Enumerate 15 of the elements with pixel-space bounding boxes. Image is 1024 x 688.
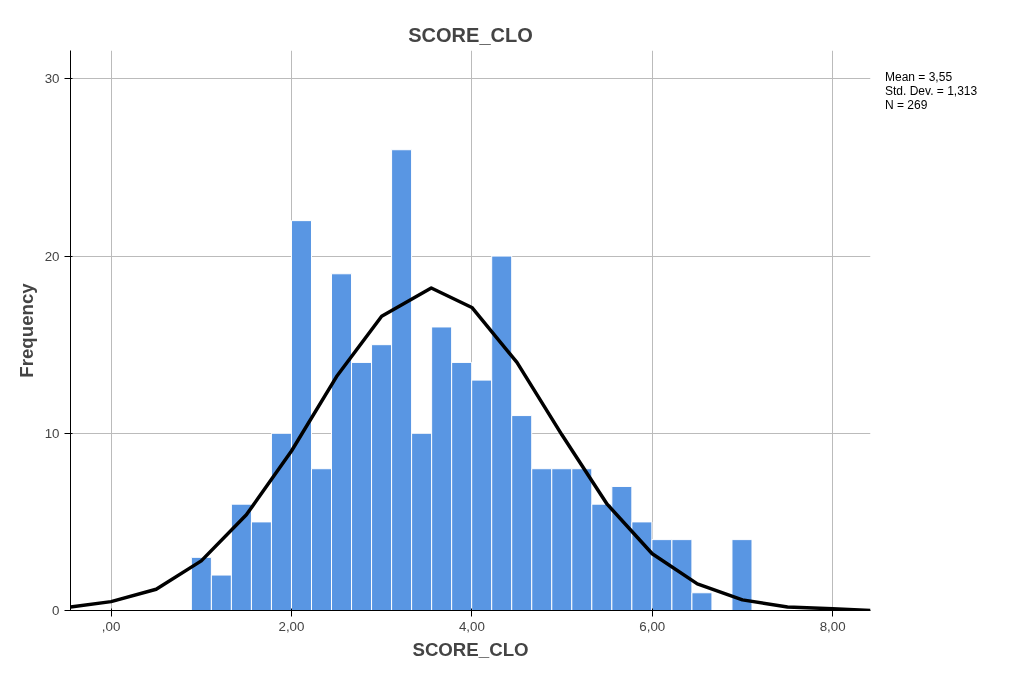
- x-tick-label: 4,00: [458, 618, 485, 634]
- y-axis-title: Frequency: [15, 282, 37, 378]
- x-axis-title: SCORE_CLO: [412, 638, 529, 660]
- chart-title: SCORE_CLO: [408, 23, 533, 46]
- text: Mean = 3,55: [885, 70, 953, 84]
- text: Std. Dev. = 1,313: [885, 84, 978, 98]
- x-tick-label: 2,00: [278, 618, 305, 634]
- y-tick-label: 30: [44, 71, 60, 87]
- text: N = 269: [885, 98, 928, 112]
- x-tick-label: ,00: [101, 618, 121, 634]
- y-tick-label: 10: [44, 425, 60, 441]
- y-tick-label: 0: [52, 603, 60, 618]
- y-tick-label: 20: [44, 248, 60, 264]
- x-tick-label: 6,00: [639, 618, 666, 634]
- x-tick-label: 8,00: [819, 618, 846, 634]
